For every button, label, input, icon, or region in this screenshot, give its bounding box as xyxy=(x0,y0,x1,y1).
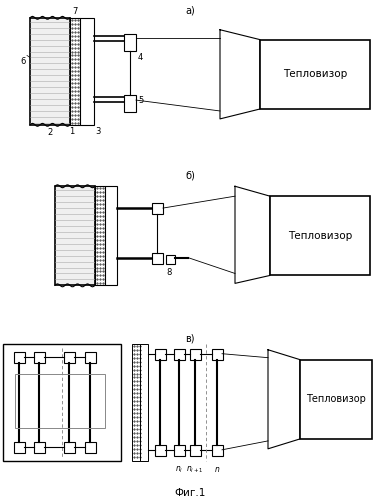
Text: Фиг.1: Фиг.1 xyxy=(174,488,206,498)
Bar xyxy=(155,349,166,360)
Bar xyxy=(80,18,94,125)
Text: $n$: $n$ xyxy=(214,464,220,473)
Text: $n_i$: $n_i$ xyxy=(175,464,183,475)
Text: 6: 6 xyxy=(20,57,26,66)
Bar xyxy=(64,442,75,453)
Bar xyxy=(212,349,223,360)
Bar xyxy=(30,18,70,125)
Bar xyxy=(140,344,148,461)
Bar xyxy=(34,352,45,362)
Bar xyxy=(15,374,105,428)
Text: 2: 2 xyxy=(47,128,53,137)
Text: 8: 8 xyxy=(166,268,172,276)
Text: в): в) xyxy=(185,334,195,344)
Bar xyxy=(3,344,121,461)
Bar xyxy=(152,252,163,264)
Text: 4: 4 xyxy=(138,53,143,62)
Bar xyxy=(34,442,45,453)
Bar xyxy=(155,445,166,456)
Bar xyxy=(64,352,75,362)
Text: Тепловизор: Тепловизор xyxy=(288,231,352,241)
Bar xyxy=(270,196,370,276)
Text: 5: 5 xyxy=(138,96,143,104)
Bar xyxy=(14,352,25,362)
Bar xyxy=(300,360,372,439)
Bar xyxy=(105,186,117,286)
Bar xyxy=(95,186,105,286)
Text: б): б) xyxy=(185,170,195,180)
Bar xyxy=(85,352,96,362)
Text: Тепловизор: Тепловизор xyxy=(306,394,366,404)
Bar xyxy=(212,445,223,456)
Text: а): а) xyxy=(185,6,195,16)
Bar xyxy=(14,442,25,453)
Bar xyxy=(174,445,185,456)
Text: 7: 7 xyxy=(72,7,78,16)
Bar xyxy=(70,18,80,125)
Bar xyxy=(152,203,163,214)
Bar xyxy=(132,344,140,461)
Bar xyxy=(124,34,136,50)
Text: Тепловизор: Тепловизор xyxy=(283,70,347,80)
Text: 1: 1 xyxy=(69,127,75,136)
Bar xyxy=(174,349,185,360)
Bar xyxy=(166,254,175,264)
Bar xyxy=(85,442,96,453)
Bar xyxy=(124,95,136,112)
Bar xyxy=(55,186,95,286)
Text: $n_{i+1}$: $n_{i+1}$ xyxy=(186,464,204,475)
Text: 3: 3 xyxy=(95,127,100,136)
Bar xyxy=(190,445,201,456)
Bar xyxy=(260,40,370,109)
Bar xyxy=(190,349,201,360)
